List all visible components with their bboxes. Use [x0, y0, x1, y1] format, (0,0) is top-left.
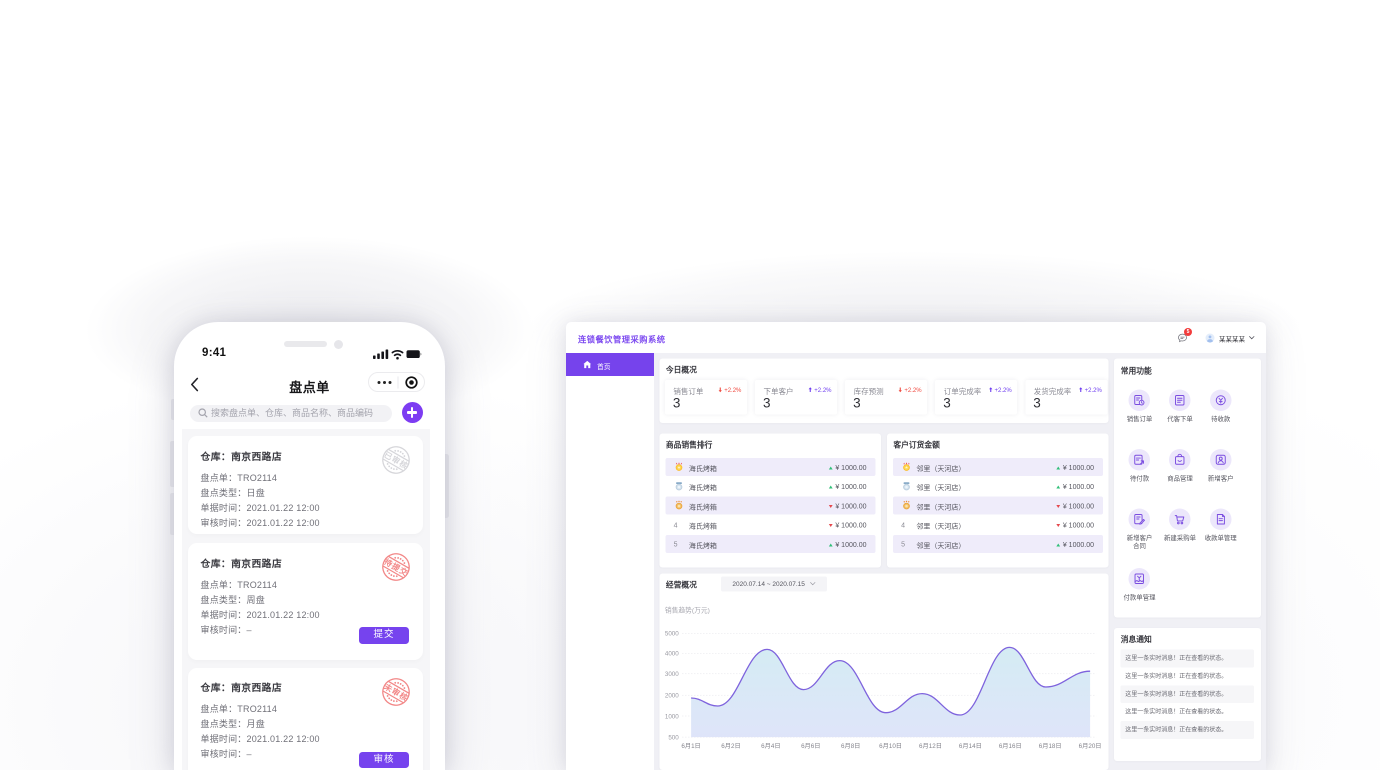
svg-text:6月16日: 6月16日: [999, 742, 1022, 750]
svg-text:6月1日: 6月1日: [681, 742, 700, 750]
svg-text:待: 待: [382, 556, 395, 569]
svg-text:6月6日: 6月6日: [801, 742, 820, 750]
svg-text:核: 核: [398, 458, 410, 471]
svg-text:4000: 4000: [665, 651, 679, 658]
svg-text:6月8日: 6月8日: [841, 742, 860, 750]
svg-text:6月18日: 6月18日: [1039, 742, 1062, 750]
svg-text:6月2日: 6月2日: [721, 742, 740, 750]
svg-text:未: 未: [382, 680, 395, 693]
svg-text:3000: 3000: [665, 671, 679, 678]
svg-text:6月14日: 6月14日: [959, 742, 982, 750]
svg-text:交: 交: [398, 565, 410, 578]
svg-text:6月4日: 6月4日: [761, 742, 780, 750]
svg-text:6月12日: 6月12日: [919, 742, 942, 750]
svg-text:审: 审: [390, 454, 402, 467]
svg-text:核: 核: [398, 690, 410, 703]
svg-text:500: 500: [668, 734, 679, 741]
svg-text:已: 已: [382, 451, 393, 463]
svg-text:6月20日: 6月20日: [1079, 742, 1102, 750]
svg-text:6月10日: 6月10日: [879, 742, 902, 750]
svg-text:2000: 2000: [665, 692, 679, 699]
svg-text:5000: 5000: [665, 631, 679, 638]
svg-text:审: 审: [390, 685, 402, 698]
svg-text:1000: 1000: [665, 713, 679, 720]
